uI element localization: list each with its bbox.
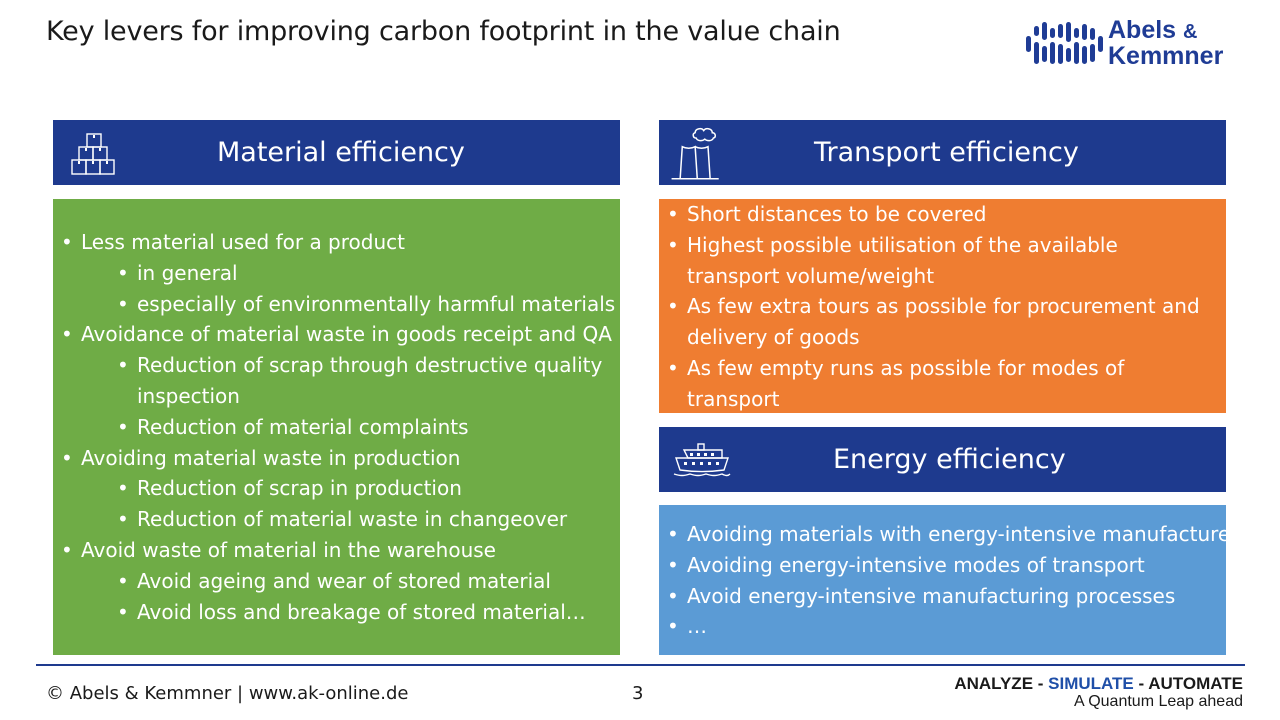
material-bullet-item: Avoidance of material waste in goods rec…	[61, 319, 612, 350]
energy-bullet-item: Avoiding energy-intensive modes of trans…	[667, 550, 1217, 581]
logo-name-line1: Abels	[1108, 16, 1177, 44]
material-sub-bullet-item: Reduction of material complaints	[61, 412, 611, 443]
energy-efficiency-list: Avoiding materials with energy-intensive…	[667, 519, 1230, 642]
ak-wave-logo-icon	[1026, 22, 1103, 64]
footer-tagline: ANALYZE - SIMULATE - AUTOMATE	[954, 674, 1243, 694]
factory-smoke-icon	[671, 127, 719, 180]
transport-bullet-item: As few extra tours as possible for procu…	[667, 291, 1212, 353]
tagline-automate: - AUTOMATE	[1133, 674, 1243, 693]
energy-bullet-item: …	[667, 611, 1217, 642]
energy-efficiency-box: Avoiding materials with energy-intensive…	[659, 505, 1230, 655]
transport-efficiency-list: Short distances to be coveredHighest pos…	[667, 199, 1212, 445]
footer-subtitle: A Quantum Leap ahead	[1073, 693, 1243, 710]
footer-copyright: © Abels & Kemmner | www.ak-online.de	[46, 683, 409, 704]
company-logo: Abels & Kemmner	[1024, 18, 1244, 70]
logo-name-line2: Kemmner	[1108, 42, 1224, 70]
tagline-simulate: SIMULATE	[1048, 674, 1134, 693]
material-efficiency-header: Material efficiency	[53, 120, 620, 185]
energy-efficiency-header: Energy efficiency	[659, 427, 1226, 492]
material-bullet-item: Avoid waste of material in the warehouse	[61, 535, 611, 566]
transport-efficiency-title: Transport efficiency	[814, 137, 1079, 168]
transport-bullet-item: Highest possible utilisation of the avai…	[667, 230, 1212, 292]
page-number: 3	[632, 683, 644, 704]
material-bullet-item: Avoiding material waste in production	[61, 443, 611, 474]
logo-ampersand: &	[1183, 21, 1198, 43]
material-sub-bullet-item: Avoid ageing and wear of stored material	[61, 566, 611, 597]
energy-efficiency-title: Energy efficiency	[833, 444, 1066, 475]
material-efficiency-box: Less material used for a productin gener…	[53, 199, 620, 655]
energy-bullet-item: Avoid energy-intensive manufacturing pro…	[667, 581, 1217, 612]
material-efficiency-list: Less material used for a productin gener…	[61, 227, 615, 628]
footer-divider	[36, 664, 1245, 666]
tagline-analyze: ANALYZE -	[954, 674, 1049, 693]
cruise-ship-icon	[673, 443, 731, 477]
transport-bullet-item: As few empty runs as possible for modes …	[667, 353, 1212, 415]
material-sub-bullet-item: Reduction of scrap through destructive q…	[61, 350, 611, 412]
material-bullet-item: Less material used for a product	[61, 227, 611, 258]
material-sub-bullet-item: Avoid loss and breakage of stored materi…	[61, 597, 611, 628]
material-sub-bullet-item: in general	[61, 258, 611, 289]
slide-title: Key levers for improving carbon footprin…	[46, 16, 841, 47]
transport-efficiency-box: Short distances to be coveredHighest pos…	[659, 199, 1226, 445]
transport-efficiency-header: Transport efficiency	[659, 120, 1226, 185]
material-sub-bullet-item: Reduction of scrap in production	[61, 473, 611, 504]
material-sub-bullet-item: especially of environmentally harmful ma…	[61, 289, 615, 320]
material-sub-bullet-item: Reduction of material waste in changeove…	[61, 504, 611, 535]
transport-bullet-item: Short distances to be covered	[667, 199, 1212, 230]
stacked-boxes-icon	[71, 133, 115, 175]
energy-bullet-item: Avoiding materials with energy-intensive…	[667, 519, 1230, 550]
material-efficiency-title: Material efficiency	[217, 137, 465, 168]
